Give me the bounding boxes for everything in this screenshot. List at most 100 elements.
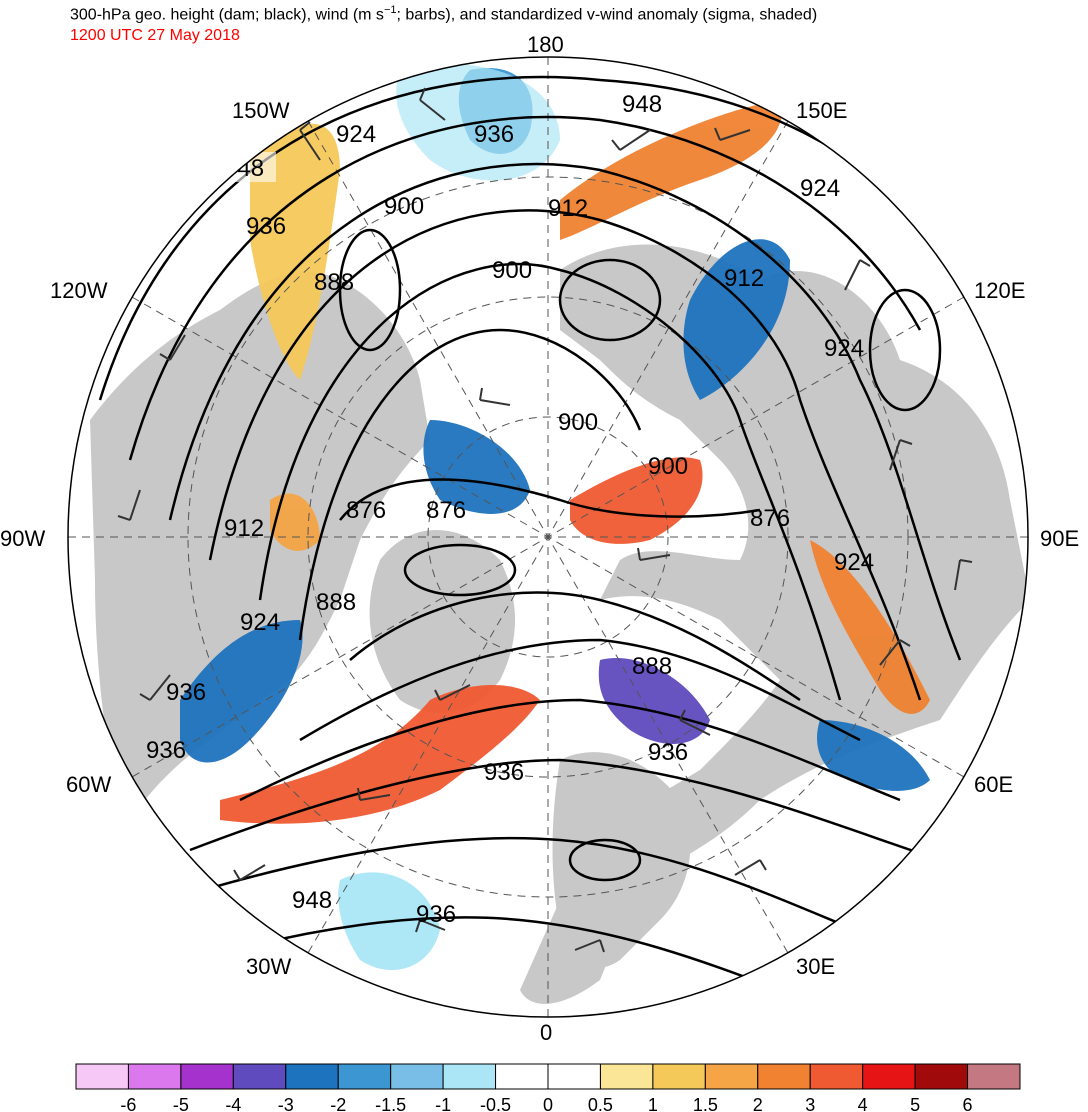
contour-888b: [349, 591, 801, 702]
contour-label: 912: [724, 265, 764, 292]
colorbar-swatch: [914, 1063, 969, 1090]
wind-barbs: [117, 87, 973, 953]
contour-924-closed: [868, 288, 942, 412]
colorbar-tick-label: 1.5: [693, 1095, 718, 1112]
lon-30w: 30W: [246, 954, 291, 979]
anomaly-shading: [180, 63, 930, 970]
colorbar-swatch: [862, 1063, 916, 1090]
contour-label: 948: [622, 91, 662, 118]
colorbar-tick-label: -2: [330, 1095, 346, 1112]
anomaly-pos-siberia-east: [810, 540, 930, 714]
contour-label: 948: [292, 887, 332, 914]
contour-888: [298, 328, 642, 641]
colorbar-tick-label: -1: [435, 1095, 451, 1112]
colorbar-swatch: [547, 1063, 601, 1090]
contour-label: 900: [648, 453, 688, 480]
lon-30e: 30E: [796, 954, 835, 979]
contour-936b: [169, 836, 881, 942]
contour-label: 888: [314, 269, 354, 296]
longitude-labels: 180 150E 120E 90E 60E 30E 0 30W 60W 90W …: [0, 32, 1079, 1045]
contour-label: 924: [336, 121, 376, 148]
contour-label: 876: [346, 497, 386, 524]
contour-label: 936: [146, 737, 186, 764]
graticule: [68, 57, 1028, 1017]
contour-label: 924: [834, 549, 874, 576]
map-border: [67, 56, 1029, 1018]
anomaly-neg-arctic: [423, 420, 530, 514]
map-datetime: 1200 UTC 27 May 2018: [70, 27, 240, 44]
colorbar-tick-label: 6: [963, 1095, 973, 1112]
contour-876-closed: [403, 543, 517, 597]
colorbar-swatch: [967, 1063, 1021, 1090]
colorbar-tick-label: 5: [910, 1095, 920, 1112]
contour-label: 912: [548, 195, 588, 222]
contour-label: 888: [316, 589, 356, 616]
contour-label: 936: [246, 213, 286, 240]
anomaly-neg-canada: [180, 620, 303, 763]
lon-150w: 150W: [232, 98, 290, 123]
contour-label: 936: [474, 121, 514, 148]
map-title: 300-hPa geo. height (dam; black), wind (…: [70, 4, 818, 24]
contour-label: 888: [632, 653, 672, 680]
contour-label: 876: [750, 505, 790, 532]
lon-150e: 150E: [796, 98, 847, 123]
anomaly-pos-alaska: [250, 123, 340, 380]
contour-labels: 948 936 924 912 900 888 876 924 948 936 …: [146, 91, 874, 928]
colorbar-tick-label: -0.5: [480, 1095, 511, 1112]
lon-90e: 90E: [1040, 526, 1079, 551]
map-disc: 948 936 924 912 900 888 876 924 948 936 …: [68, 57, 1028, 1017]
land-europe: [552, 752, 691, 969]
contour-924: [168, 162, 962, 661]
contour-876: [339, 478, 761, 521]
lon-120w: 120W: [50, 278, 108, 303]
anomaly-pos-atlantic: [220, 685, 540, 824]
colorbar-swatch: [127, 1063, 182, 1090]
colorbar-tick-label: 4: [858, 1095, 868, 1112]
colorbar-tick-label: -6: [120, 1095, 136, 1112]
contour-label: 936: [484, 759, 524, 786]
anomaly-neg-ural: [817, 720, 930, 791]
colorbar-swatch: [390, 1063, 444, 1090]
contour-label: 936: [648, 739, 688, 766]
contour-label: 924: [800, 175, 840, 202]
colorbar: -6 -5 -4 -3 -2 -1.5 -1 -0.5 0 0.5 1 1.5 2 3 4 5 6: [75, 1063, 1021, 1112]
colorbar-swatch: [704, 1063, 759, 1090]
colorbar-swatch: [809, 1063, 864, 1090]
contour-900b: [299, 638, 861, 742]
colorbar-swatch: [442, 1063, 497, 1090]
colorbar-tick-label: -5: [173, 1095, 189, 1112]
colorbar-tick-label: -4: [225, 1095, 241, 1112]
colorbar-tick-label: -1.5: [375, 1095, 406, 1112]
lon-60e: 60E: [974, 772, 1013, 797]
contour-label: 924: [824, 335, 864, 362]
contour-936-closed: [568, 838, 642, 882]
lon-0: 0: [540, 1020, 552, 1045]
contour-label: 876: [426, 497, 466, 524]
colorbar-swatch: [337, 1063, 392, 1090]
colorbar-swatch: [75, 1063, 129, 1090]
colorbar-swatch: [285, 1063, 339, 1090]
contour-912b: [239, 698, 901, 802]
contour-924b: [189, 758, 941, 862]
contour-888-closed: [338, 228, 402, 352]
contour-900-closed: [558, 258, 662, 342]
lon-180: 180: [527, 32, 564, 57]
contour-label: 936: [166, 679, 206, 706]
colorbar-swatch: [652, 1063, 706, 1090]
contour-label: 912: [224, 515, 264, 542]
contour-912: [208, 209, 922, 701]
colorbar-tick-label: 3: [805, 1095, 815, 1112]
anomaly-pos-arctic: [570, 457, 703, 544]
contour-label: 900: [384, 193, 424, 220]
contour-936: [128, 115, 922, 461]
colorbar-swatch: [232, 1063, 287, 1090]
contour-label: 924: [240, 609, 280, 636]
anomaly-neg-europe-east: [598, 658, 710, 744]
colorbar-tick-label: 2: [753, 1095, 763, 1112]
contour-label: 900: [492, 257, 532, 284]
contour-948b: [199, 916, 781, 992]
lon-90w: 90W: [0, 526, 45, 551]
contour-900: [258, 262, 842, 701]
height-contours: [98, 75, 982, 992]
colorbar-swatch: [757, 1063, 811, 1090]
